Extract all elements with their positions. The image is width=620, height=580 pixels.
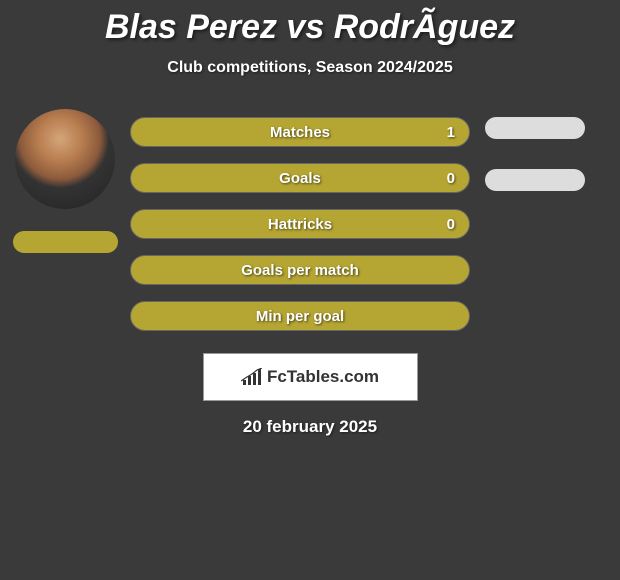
stat-value: 1 <box>447 124 455 141</box>
stat-label: Min per goal <box>256 308 344 325</box>
stat-label: Matches <box>270 124 330 141</box>
page-title: Blas Perez vs RodrÃ­guez <box>0 0 620 47</box>
subtitle: Club competitions, Season 2024/2025 <box>0 59 620 77</box>
player1-name-pill <box>13 231 118 253</box>
stat-label: Goals per match <box>241 262 359 279</box>
stat-label: Goals <box>279 170 321 187</box>
stat-value: 0 <box>447 170 455 187</box>
player2-name-pill-2 <box>485 169 585 191</box>
stat-label: Hattricks <box>268 216 332 233</box>
date-text: 20 february 2025 <box>0 417 620 437</box>
stat-bar-matches: Matches 1 <box>130 117 470 147</box>
stat-bar-goals: Goals 0 <box>130 163 470 193</box>
chart-icon <box>241 368 263 386</box>
content-row: Matches 1 Goals 0 Hattricks 0 Goals per … <box>0 117 620 331</box>
site-logo: FcTables.com <box>203 353 418 401</box>
player2-name-pill-1 <box>485 117 585 139</box>
stat-bar-min-per-goal: Min per goal <box>130 301 470 331</box>
player1-avatar <box>15 109 115 209</box>
logo-text: FcTables.com <box>267 367 379 387</box>
right-column <box>470 117 600 191</box>
stat-bar-goals-per-match: Goals per match <box>130 255 470 285</box>
left-column <box>0 117 130 253</box>
stats-bars: Matches 1 Goals 0 Hattricks 0 Goals per … <box>130 117 470 331</box>
stat-bar-hattricks: Hattricks 0 <box>130 209 470 239</box>
stat-value: 0 <box>447 216 455 233</box>
